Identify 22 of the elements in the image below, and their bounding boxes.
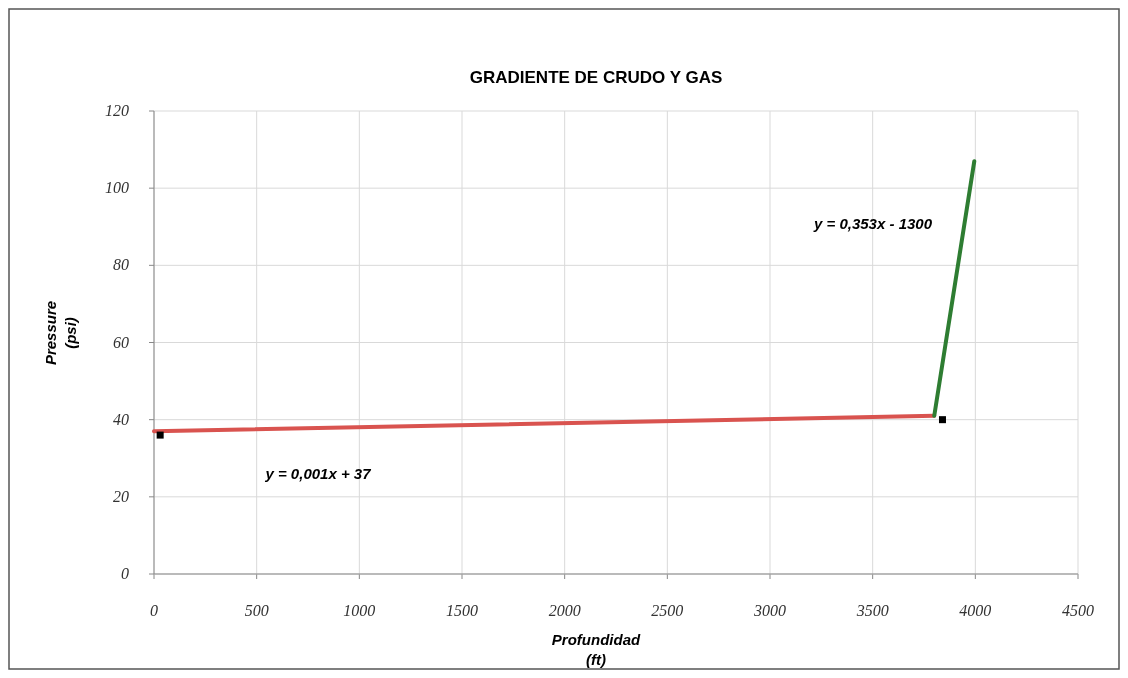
x-tick-label: 3500 — [855, 602, 889, 619]
x-tick-label: 2500 — [651, 602, 684, 619]
x-tick-label: 0 — [150, 602, 158, 619]
y-tick-label: 120 — [105, 102, 129, 119]
x-tick-label: 4500 — [1062, 602, 1094, 619]
x-tick-label: 500 — [244, 602, 269, 619]
y-tick-label: 80 — [113, 256, 129, 274]
chart-title: GRADIENTE DE CRUDO Y GAS — [469, 68, 723, 87]
x-axis-title: Profundidad (ft) — [551, 631, 641, 668]
annotation: y = 0,353x - 1300 — [812, 215, 933, 232]
x-tick-label: 2000 — [548, 602, 581, 619]
x-tick-label: 1500 — [446, 602, 478, 619]
x-tick-label: 3000 — [753, 602, 786, 619]
x-tick-label: 4000 — [959, 602, 992, 619]
y-tick-label: 40 — [113, 410, 129, 428]
y-tick-label: 20 — [113, 487, 129, 505]
x-tick-label: 1000 — [343, 602, 376, 619]
y-tick-label: 0 — [121, 565, 129, 582]
y-tick-label: 60 — [113, 333, 129, 351]
y-axis-title: Pressure (psi) — [42, 300, 79, 366]
y-tick-label: 100 — [105, 179, 129, 197]
annotation: y = 0,001x + 37 — [264, 465, 372, 482]
